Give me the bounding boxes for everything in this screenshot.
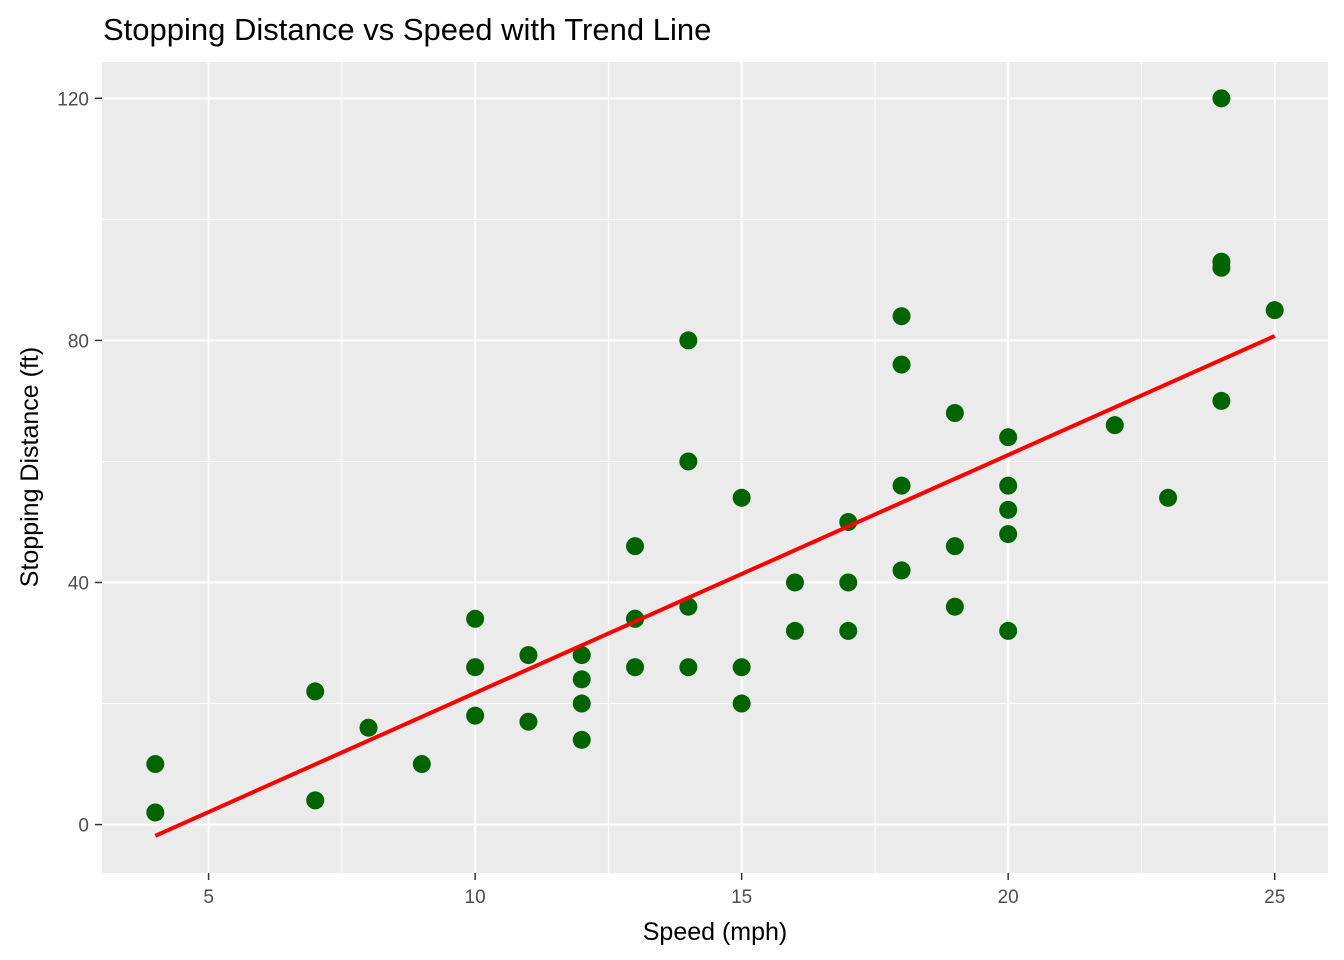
- x-tick-label: 20: [998, 887, 1019, 908]
- y-tick-label: 80: [68, 331, 89, 352]
- data-point: [785, 621, 804, 640]
- chart-title: Stopping Distance vs Speed with Trend Li…: [103, 12, 711, 47]
- data-point: [945, 404, 964, 423]
- data-point: [572, 670, 591, 689]
- data-point: [1212, 252, 1231, 271]
- data-points: [146, 89, 1284, 822]
- data-point: [572, 646, 591, 665]
- data-point: [1105, 416, 1124, 435]
- data-point: [839, 573, 858, 592]
- data-point: [146, 803, 165, 822]
- data-point: [1265, 301, 1284, 320]
- y-tick-label: 0: [78, 816, 89, 837]
- data-point: [146, 755, 165, 774]
- data-point: [999, 476, 1018, 495]
- x-tick-label: 10: [465, 887, 486, 908]
- data-point: [679, 331, 698, 350]
- data-point: [1212, 89, 1231, 108]
- plot-panel: [102, 62, 1328, 873]
- data-point: [519, 712, 538, 731]
- trend-line-group: [154, 334, 1276, 838]
- data-point: [892, 355, 911, 374]
- y-axis: 0 40 80 120: [57, 89, 102, 837]
- x-axis: 5 10 15 20 25: [203, 873, 1285, 908]
- data-point: [572, 694, 591, 713]
- data-point: [466, 609, 485, 628]
- grid-major: [102, 62, 1328, 873]
- y-tick-label: 120: [57, 89, 89, 110]
- x-tick-label: 15: [731, 887, 752, 908]
- data-point: [466, 706, 485, 725]
- x-axis-title: Speed (mph): [643, 918, 788, 946]
- data-point: [892, 476, 911, 495]
- data-point: [945, 597, 964, 616]
- data-point: [572, 730, 591, 749]
- x-tick-label: 5: [203, 887, 214, 908]
- data-point: [945, 537, 964, 556]
- y-tick-label: 40: [68, 573, 89, 594]
- data-point: [306, 791, 325, 810]
- data-point: [1212, 391, 1231, 410]
- data-point: [892, 307, 911, 326]
- data-point: [732, 694, 751, 713]
- trend-line: [154, 334, 1276, 838]
- data-point: [679, 597, 698, 616]
- data-point: [892, 561, 911, 580]
- data-point: [999, 428, 1018, 447]
- data-point: [306, 682, 325, 701]
- data-point: [679, 658, 698, 677]
- data-point: [999, 621, 1018, 640]
- data-point: [626, 658, 645, 677]
- data-point: [1159, 488, 1178, 507]
- data-point: [732, 658, 751, 677]
- grid-minor: [102, 62, 1328, 873]
- y-axis-title: Stopping Distance (ft): [16, 347, 44, 587]
- data-point: [999, 500, 1018, 519]
- data-point: [466, 658, 485, 677]
- data-point: [679, 452, 698, 471]
- data-point: [839, 621, 858, 640]
- data-point: [785, 573, 804, 592]
- data-point: [359, 718, 378, 737]
- data-point: [999, 525, 1018, 544]
- data-point: [412, 755, 431, 774]
- x-tick-label: 25: [1264, 887, 1285, 908]
- data-point: [732, 488, 751, 507]
- data-point: [626, 537, 645, 556]
- data-point: [519, 646, 538, 665]
